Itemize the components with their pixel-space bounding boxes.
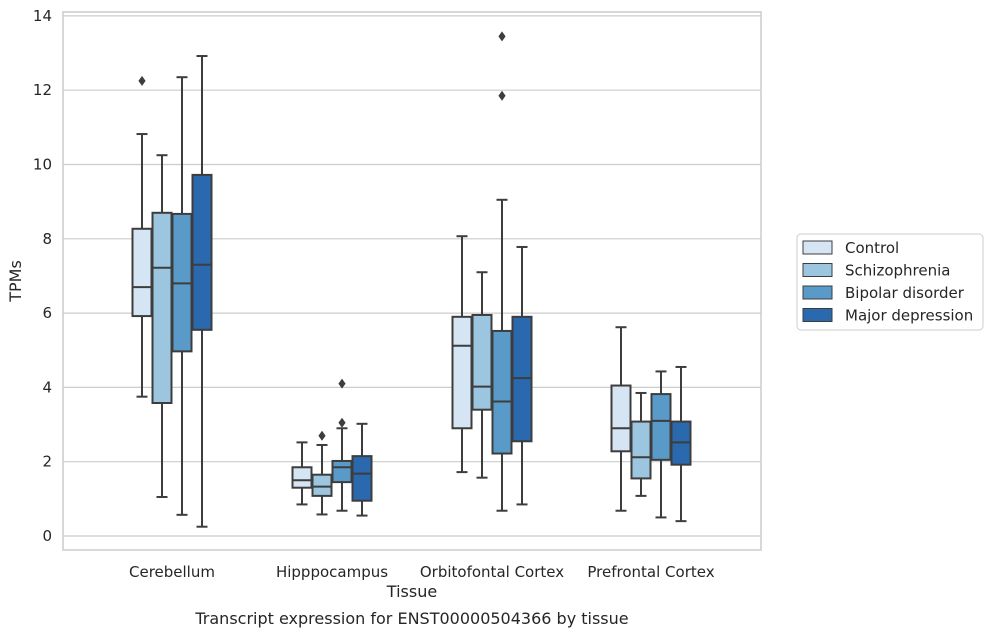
box-body bbox=[191, 173, 213, 331]
box bbox=[331, 378, 353, 512]
box bbox=[610, 326, 632, 512]
box bbox=[491, 31, 513, 512]
box bbox=[650, 370, 672, 519]
box-body bbox=[630, 420, 652, 480]
legend-frame bbox=[796, 233, 984, 331]
x-axis-title: Tissue bbox=[386, 582, 437, 601]
box-body bbox=[610, 384, 632, 453]
legend-swatch bbox=[802, 263, 833, 277]
box bbox=[451, 235, 473, 474]
y-tick-label: 4 bbox=[42, 378, 52, 396]
box-body bbox=[151, 211, 173, 405]
legend-swatch bbox=[802, 285, 833, 300]
series-major-depression bbox=[191, 55, 692, 528]
y-axis-title: TPMs bbox=[6, 260, 25, 303]
outlier-point bbox=[498, 90, 506, 101]
box bbox=[171, 76, 193, 516]
y-tick-label: 8 bbox=[42, 230, 52, 248]
y-tick-label: 2 bbox=[42, 453, 52, 471]
box-body bbox=[311, 473, 333, 497]
box-body bbox=[131, 227, 153, 318]
y-tick-label: 14 bbox=[33, 7, 52, 25]
box bbox=[311, 430, 333, 516]
y-tick-label: 10 bbox=[33, 156, 52, 174]
box bbox=[131, 75, 153, 398]
y-axis-ticks: 0 2 4 6 8 10 12 14 bbox=[33, 7, 52, 545]
legend-swatch bbox=[802, 240, 833, 255]
legend-swatch bbox=[802, 308, 833, 322]
y-tick-label: 0 bbox=[42, 527, 52, 545]
box bbox=[670, 365, 692, 523]
legend-label: Control bbox=[845, 239, 899, 257]
box bbox=[511, 245, 533, 506]
outlier-point bbox=[318, 430, 326, 441]
series-schizophrenia bbox=[151, 154, 652, 516]
box-body bbox=[291, 466, 313, 489]
box-body bbox=[471, 313, 493, 411]
box-body bbox=[331, 459, 353, 484]
box-groups bbox=[131, 31, 692, 528]
box-body bbox=[491, 329, 513, 455]
series-bipolar-disorder bbox=[171, 31, 672, 519]
legend-label: Major depression bbox=[845, 307, 973, 325]
outlier-point bbox=[338, 378, 346, 389]
x-tick-label: Hipppocampus bbox=[276, 563, 388, 581]
box-body bbox=[351, 455, 373, 502]
box bbox=[191, 55, 213, 528]
box bbox=[351, 422, 373, 517]
legend-label: Bipolar disorder bbox=[845, 284, 965, 302]
y-tick-label: 6 bbox=[42, 304, 52, 322]
outlier-point bbox=[338, 417, 346, 428]
legend-label: Schizophrenia bbox=[845, 262, 950, 280]
legend: Control Schizophrenia Bipolar disorder Majo… bbox=[796, 233, 984, 331]
box bbox=[291, 441, 313, 506]
box bbox=[471, 271, 493, 479]
series-control bbox=[131, 75, 632, 512]
x-tick-label: Cerebellum bbox=[129, 563, 215, 581]
x-tick-label: Orbitofontal Cortex bbox=[420, 563, 564, 581]
y-tick-label: 12 bbox=[33, 81, 52, 99]
outlier-point bbox=[138, 75, 146, 86]
outlier-point bbox=[498, 31, 506, 42]
x-tick-label: Prefrontal Cortex bbox=[587, 563, 714, 581]
x-axis-ticks: Cerebellum Hipppocampus Orbitofontal Corte… bbox=[129, 563, 715, 581]
box-body bbox=[451, 315, 473, 430]
box-body bbox=[650, 393, 672, 461]
chart-caption: Transcript expression for ENST0000050436… bbox=[194, 609, 628, 628]
